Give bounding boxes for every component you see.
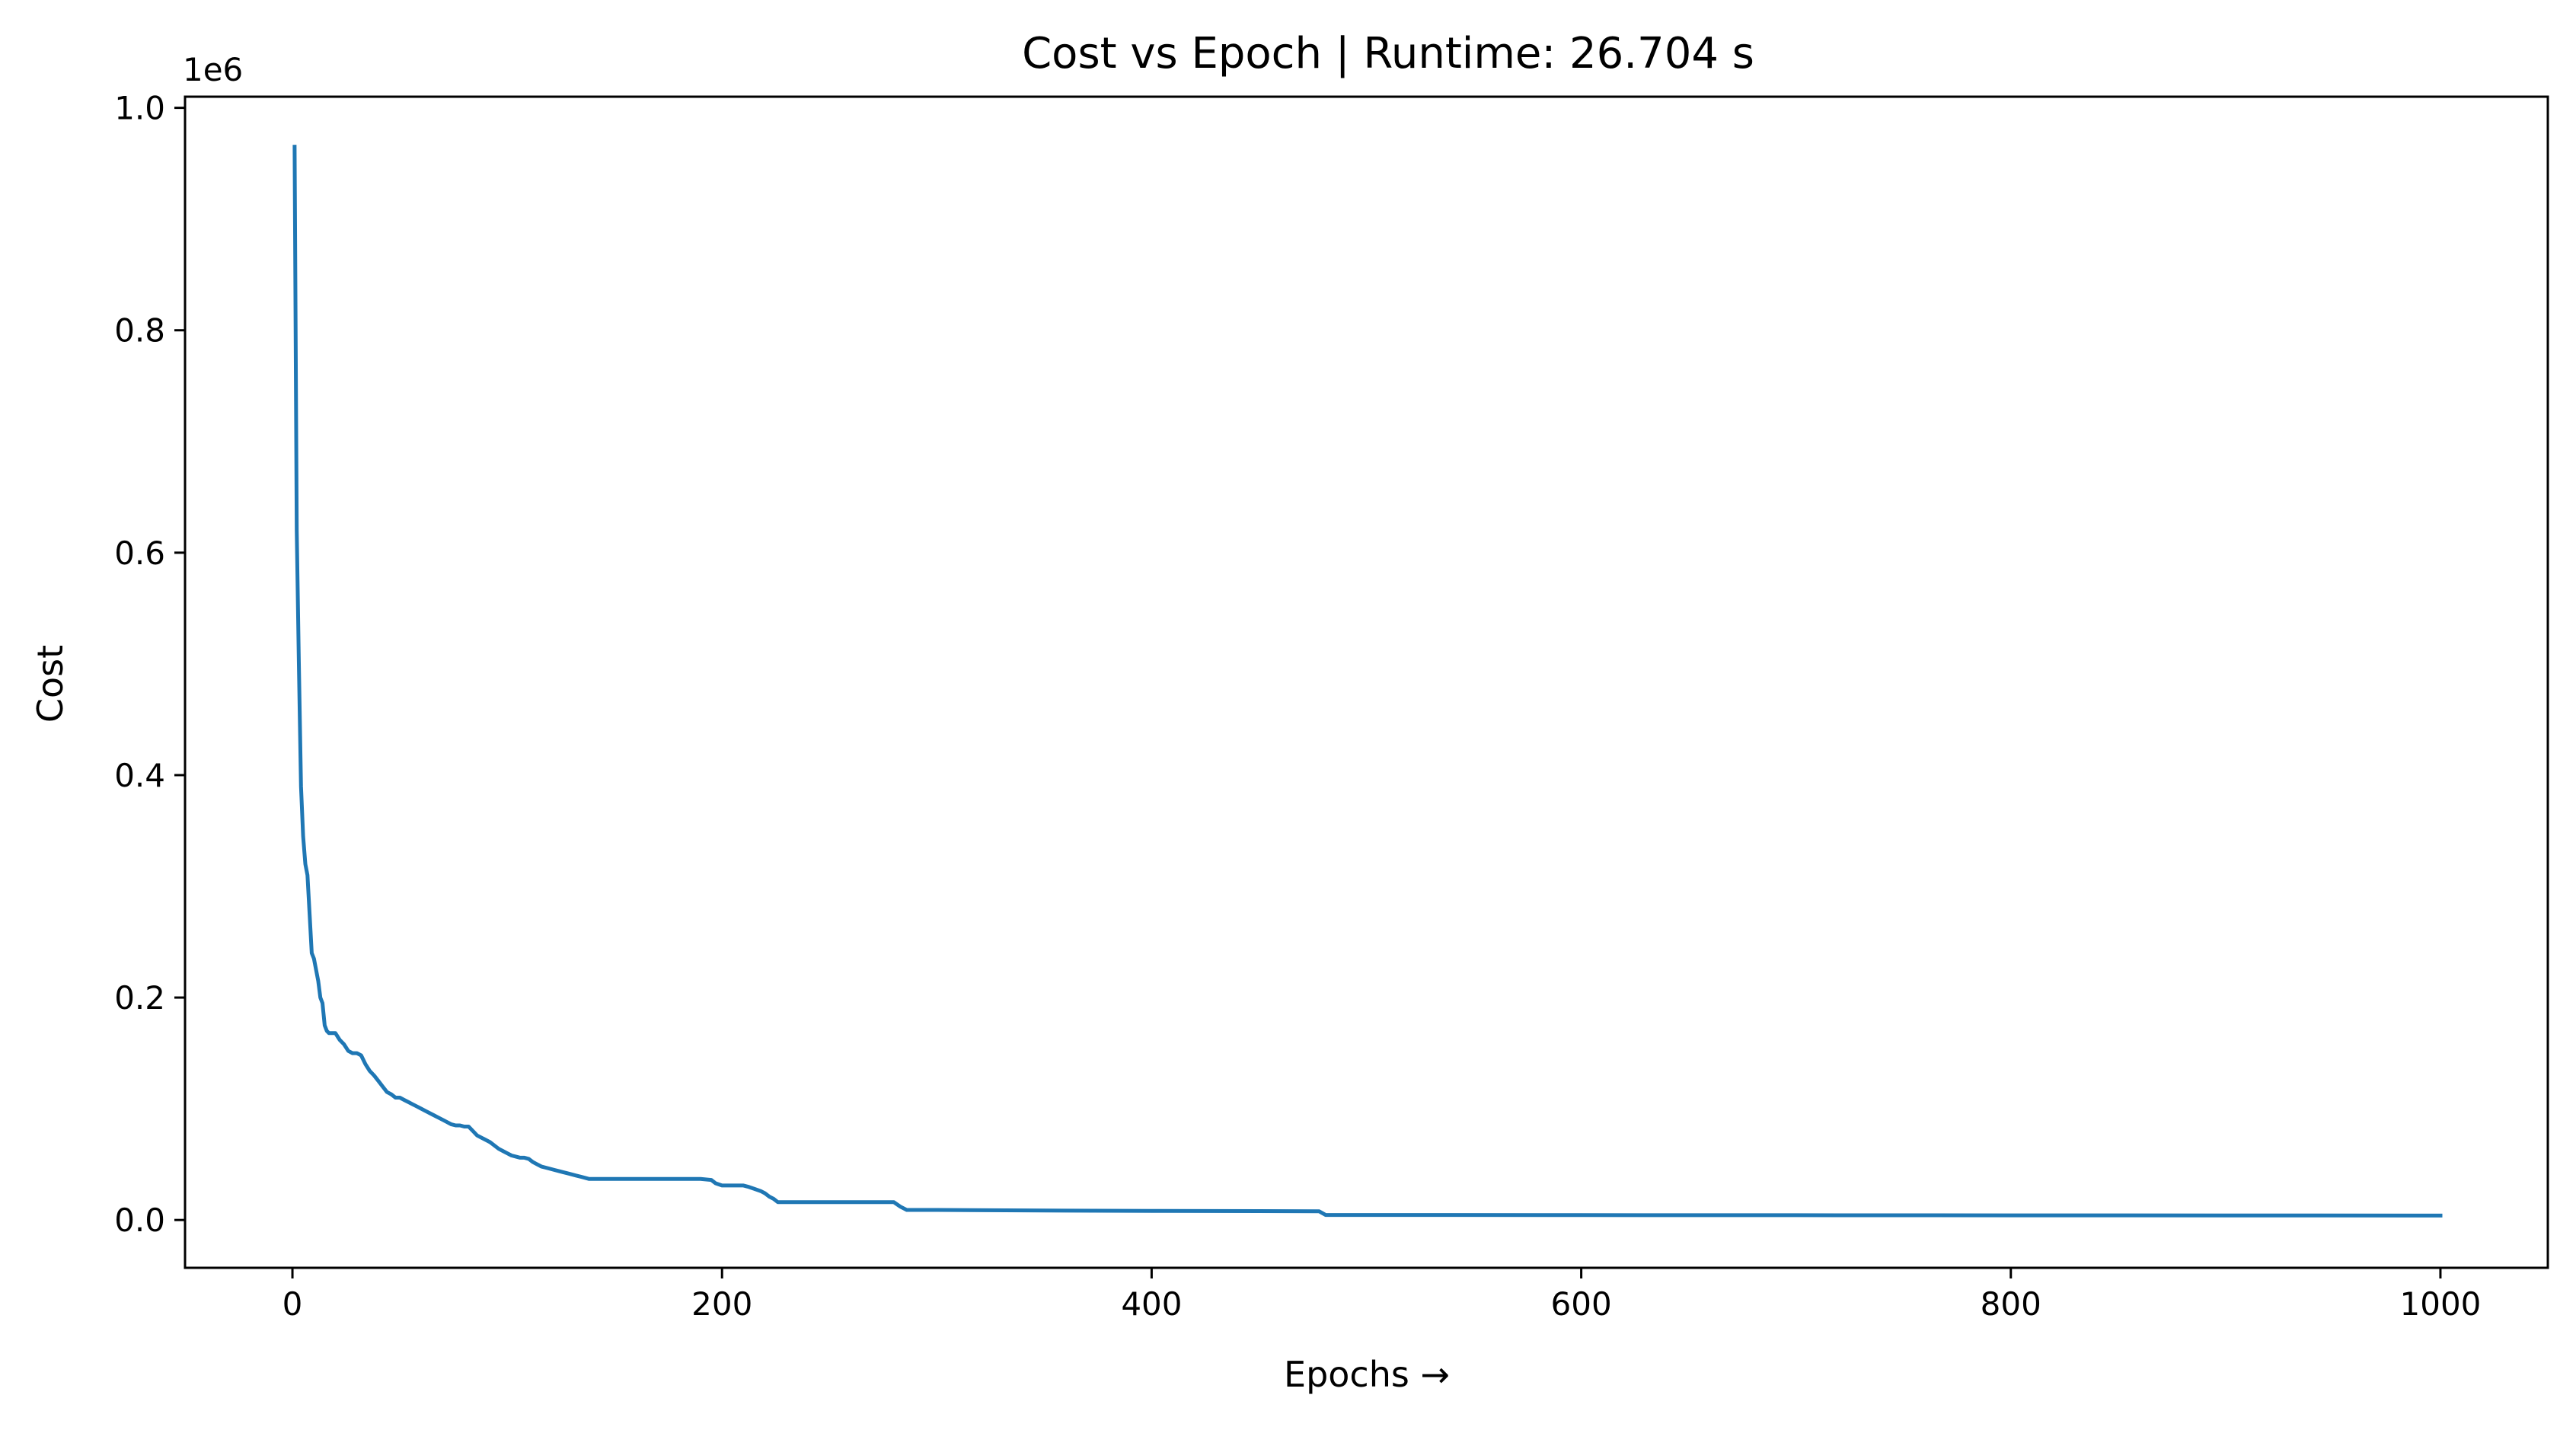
x-tick-label: 600 [1551,1285,1612,1323]
y-axis: 0.0 0.2 0.4 0.6 0.8 1.0 [114,90,185,1239]
axes-frame [184,95,2549,1269]
plot-area [292,145,2443,1218]
y-tick-label: 0.8 [114,312,165,350]
y-axis-label: Cost [30,645,71,723]
y-tick-label: 0.2 [114,979,165,1017]
x-tick-label: 1000 [2400,1285,2482,1323]
y-tick-label: 0.0 [114,1202,165,1239]
x-axis-label: Epochs → [1284,1354,1450,1395]
x-tick-label: 800 [1981,1285,2041,1323]
chart-title: Cost vs Epoch | Runtime: 26.704 s [1022,29,1754,78]
y-tick-label: 0.6 [114,535,165,572]
y-tick-label: 1.0 [114,90,165,127]
cost-series-line [292,145,2443,1218]
y-tick-label: 0.4 [114,757,165,794]
x-tick-label: 0 [282,1285,303,1323]
x-tick-label: 400 [1121,1285,1182,1323]
x-tick-label: 200 [691,1285,752,1323]
y-offset-label: 1e6 [183,51,243,88]
x-axis: 0 200 400 600 800 1000 [282,1268,2482,1323]
